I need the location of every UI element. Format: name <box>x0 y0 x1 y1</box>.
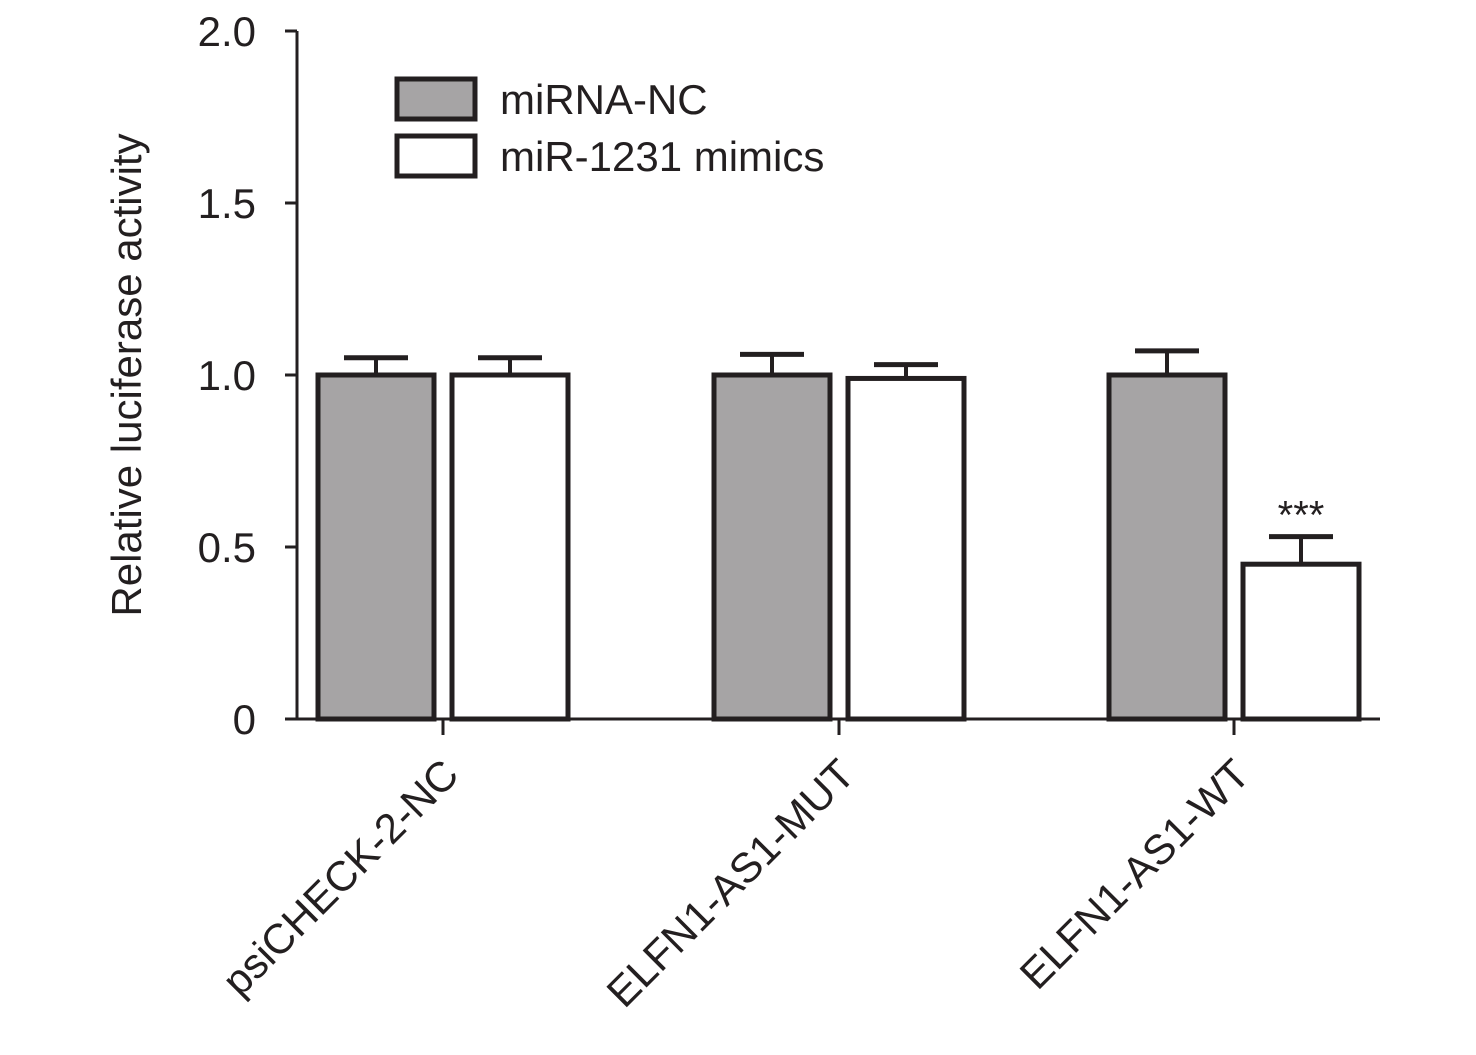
bar <box>449 372 571 722</box>
x-tick-label: psiCHECK-2-NC <box>213 750 467 1004</box>
x-tick-label: ELFN1-AS1-WT <box>1011 750 1259 998</box>
significance-label: *** <box>1278 494 1325 538</box>
bars <box>315 348 1362 722</box>
bar <box>1240 561 1362 722</box>
y-tick-label: 2.0 <box>198 8 256 55</box>
y-tick-label: 0.5 <box>198 524 256 571</box>
legend-swatch <box>394 133 478 179</box>
x-tick-label: ELFN1-AS1-MUT <box>597 750 863 1016</box>
y-tick-label: 1.0 <box>198 352 256 399</box>
bar <box>845 375 967 722</box>
bar <box>1106 372 1228 722</box>
legend-label: miRNA-NC <box>500 76 708 123</box>
legend-label: miR-1231 mimics <box>500 133 824 180</box>
bar <box>315 372 437 722</box>
legend: miRNA-NC miR-1231 mimics <box>394 76 824 180</box>
y-tick-label: 1.5 <box>198 180 256 227</box>
bar <box>711 372 833 722</box>
legend-swatch <box>394 76 478 122</box>
y-tick-label: 0 <box>233 696 256 743</box>
y-axis-title: Relative luciferase activity <box>103 133 150 616</box>
